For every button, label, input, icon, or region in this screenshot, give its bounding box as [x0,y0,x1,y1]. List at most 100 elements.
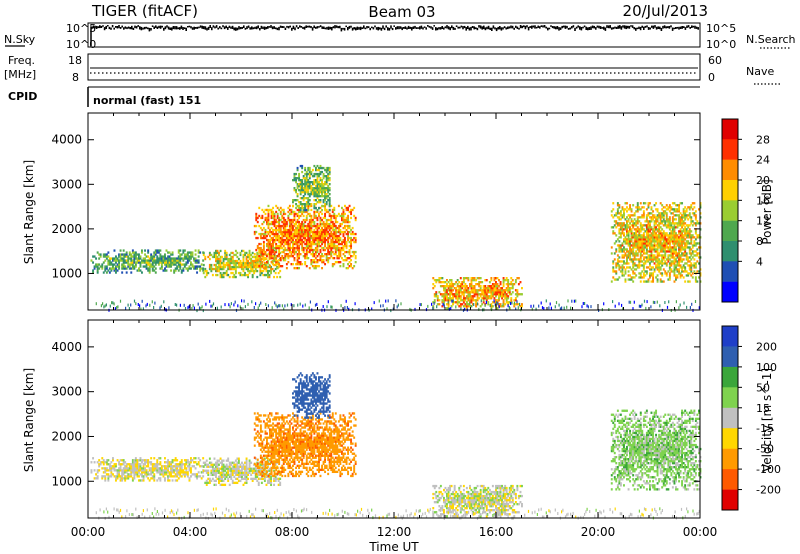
heatmap-cell [225,269,228,273]
heatmap-cell [678,246,681,249]
heatmap-cell [250,263,253,267]
heatmap-cell [639,242,642,245]
heatmap-cell [615,262,618,265]
heatmap-cell [295,232,298,236]
heatmap-cell [638,216,641,219]
heatmap-cell [479,281,482,284]
heatmap-cell [650,218,653,221]
heatmap-cell [105,463,108,466]
heatmap-cell [128,257,131,260]
heatmap-cell [652,248,655,251]
heatmap-cell [302,250,305,254]
heatmap-cell [632,232,635,235]
heatmap-cell [684,244,687,247]
heatmap-cell [450,279,453,282]
heatmap-cell [462,291,465,294]
heatmap-cell [151,259,154,262]
heatmap-cell [647,250,650,253]
heatmap-cell [154,249,157,252]
heatmap-cell [304,253,307,256]
heatmap-cell [647,222,650,225]
heatmap-cell [270,216,273,220]
heatmap-cell [336,234,339,238]
heatmap-cell [325,234,328,238]
heatmap-cell [107,479,110,482]
heatmap-cell [107,463,110,466]
heatmap-cell [151,265,154,268]
heatmap-cell [481,297,484,300]
heatmap-cell [248,261,251,265]
heatmap-cell [673,272,676,275]
heatmap-cell [636,264,639,267]
heatmap-cell [661,258,664,261]
heatmap-cell [255,218,258,222]
heatmap-cell [276,234,279,238]
heatmap-cell [205,271,208,275]
heatmap-cell [612,300,614,304]
heatmap-cell [322,255,325,258]
heatmap-cell [681,226,684,229]
nsky-mark [252,27,255,30]
heatmap-cell [310,170,313,174]
heatmap-cell [274,301,276,305]
heatmap-cell [245,251,248,255]
heatmap-cell [469,293,471,296]
heatmap-cell [328,224,331,228]
heatmap-cell [197,261,200,264]
heatmap-cell [131,479,134,482]
heatmap-cell [507,279,510,282]
heatmap-cell [236,251,239,255]
heatmap-cell [247,265,250,269]
heatmap-cell [284,238,287,242]
heatmap-cell [242,257,245,261]
heatmap-cell [287,244,290,248]
nsky-mark [143,26,146,30]
heatmap-cell [264,232,267,236]
heatmap-cell [624,270,627,273]
heatmap-cell [301,166,304,170]
heatmap-cell [467,279,470,282]
heatmap-cell [495,289,497,292]
heatmap-cell [690,206,693,209]
heatmap-cell [127,469,130,472]
heatmap-cell [270,253,273,256]
heatmap-cell [115,463,117,466]
heatmap-cell [347,234,350,238]
heatmap-cell [322,205,325,208]
nsky-mark [227,27,229,30]
heatmap-cell [147,249,150,252]
heatmap-cell [517,277,520,280]
heatmap-cell [301,228,304,232]
heatmap-cell [113,465,116,468]
heatmap-cell [655,216,658,219]
heatmap-cell [295,242,298,246]
heatmap-cell [180,269,183,272]
heatmap-cell [302,230,305,234]
heatmap-cell [237,257,240,261]
heatmap-cell [337,234,340,238]
velocity-heatmap-cells [90,372,702,521]
heatmap-cell [661,220,664,223]
heatmap-cell [322,185,325,188]
heatmap-cell [321,204,324,208]
heatmap-cell [342,248,345,252]
heatmap-cell [438,281,441,284]
heatmap-cell [228,261,231,265]
heatmap-cell [160,261,163,264]
heatmap-cell [118,263,121,266]
heatmap-cell [247,255,250,259]
heatmap-cell [446,289,448,292]
heatmap-cell [649,228,651,231]
heatmap-cell [656,252,659,255]
heatmap-cell [262,242,265,246]
heatmap-cell [139,265,142,268]
heatmap-cell [681,216,684,219]
heatmap-cell [642,214,645,217]
heatmap-cell [261,228,264,232]
heatmap-cell [308,168,311,172]
heatmap-cell [151,263,154,266]
heatmap-cell [308,175,311,178]
heatmap-cell [334,230,337,234]
heatmap-cell [267,220,270,224]
heatmap-cell [147,261,150,264]
